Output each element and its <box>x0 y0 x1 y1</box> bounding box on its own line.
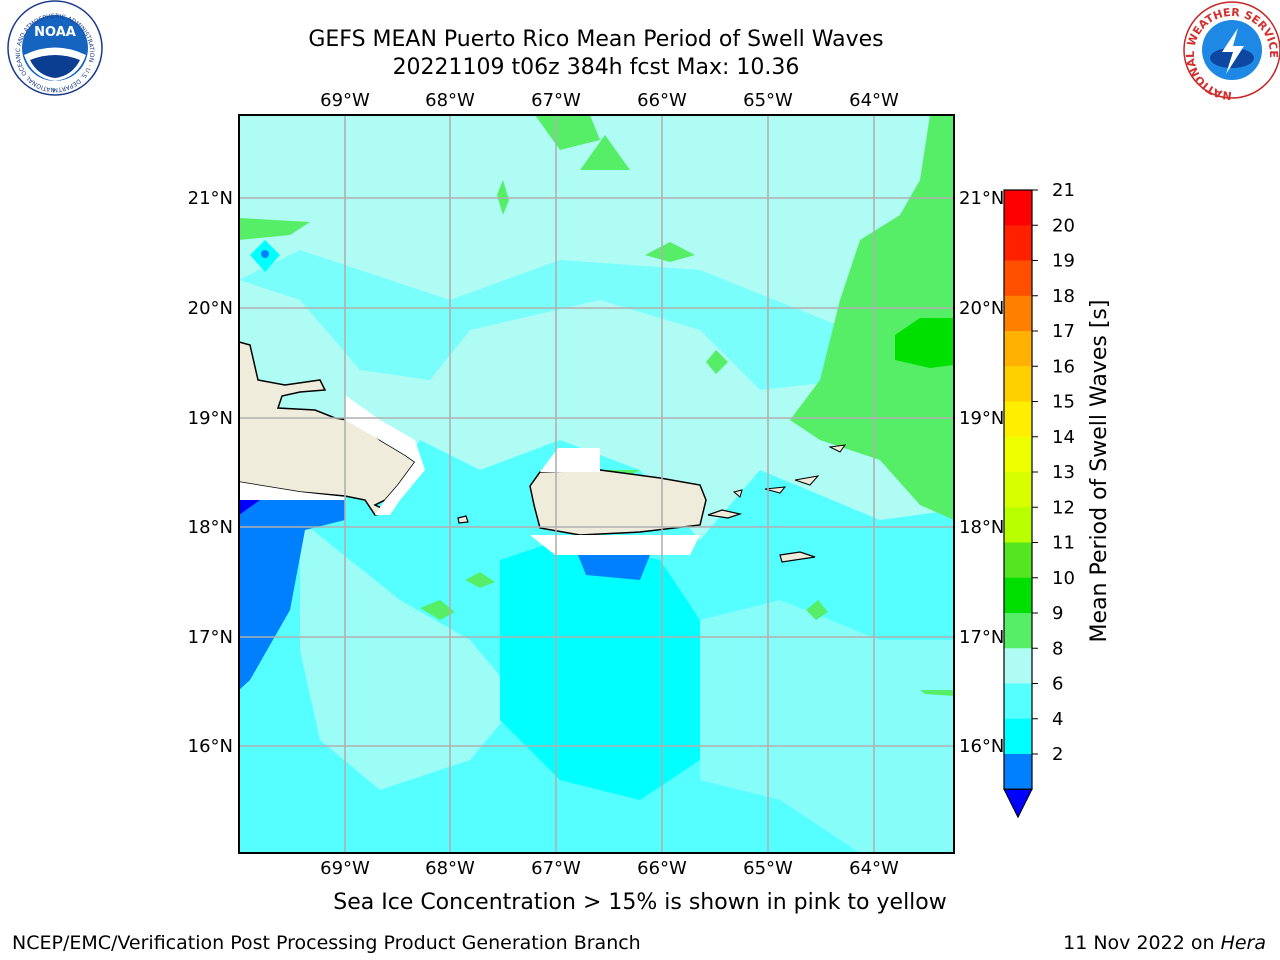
footer-date: 11 Nov 2022 on Hera <box>1063 932 1266 954</box>
colorbar-segment <box>1004 648 1032 684</box>
colorbar-under-arrow <box>1003 788 1033 819</box>
colorbar-label: 4 <box>1052 709 1063 730</box>
swell-under-west <box>239 500 260 515</box>
colorbar-label: 13 <box>1052 462 1075 483</box>
lon-tick: 65°W <box>743 90 793 111</box>
colorbar-segment <box>1004 331 1032 367</box>
lat-tick: 20°N <box>959 298 1004 319</box>
lon-ticks-top: 69°W 68°W 67°W 66°W 65°W 64°W <box>320 90 899 111</box>
colorbar-label: 21 <box>1052 180 1075 201</box>
lat-tick: 19°N <box>959 408 1004 429</box>
swell-8-9-patch-south <box>700 600 954 853</box>
colorbar-segment <box>1004 542 1032 579</box>
colorbar-label: 14 <box>1052 427 1075 448</box>
lon-ticks-bottom: 69°W 68°W 67°W 66°W 65°W 64°W <box>320 858 899 879</box>
swell-8-9-band <box>239 115 954 540</box>
lat-tick: 16°N <box>188 736 233 757</box>
colorbar-label: 15 <box>1052 392 1075 413</box>
swell-10-11-northeast <box>895 318 954 368</box>
lon-tick: 68°W <box>425 90 475 111</box>
colorbar-segment <box>1004 613 1032 649</box>
lon-tick: 66°W <box>637 90 687 111</box>
footer-date-text: 11 Nov 2022 on <box>1063 932 1215 954</box>
swell-8-9-patch <box>300 520 520 790</box>
colorbar-label: 18 <box>1052 286 1075 307</box>
lat-ticks-left: 21°N 20°N 19°N 18°N 17°N 16°N <box>188 188 233 757</box>
footer-credit: NCEP/EMC/Verification Post Processing Pr… <box>12 932 641 954</box>
swell-4-6-band <box>500 540 700 800</box>
colorbar-segment <box>1004 295 1032 332</box>
lon-tick: 69°W <box>320 858 370 879</box>
lat-tick: 20°N <box>188 298 233 319</box>
colorbar-segment <box>1004 507 1032 543</box>
map-subtitle: 20221109 t06z 384h fcst Max: 10.36 <box>392 55 800 80</box>
colorbar-title: Mean Period of Swell Waves [s] <box>1087 300 1112 643</box>
colorbar-label: 17 <box>1052 321 1075 342</box>
lat-tick: 19°N <box>188 408 233 429</box>
lat-tick: 18°N <box>959 517 1004 538</box>
swell-2-4-prsouth <box>578 555 650 580</box>
colorbar-label: 6 <box>1052 674 1063 695</box>
lat-ticks-right: 21°N 20°N 19°N 18°N 17°N 16°N <box>959 188 1004 757</box>
sea-ice-note: Sea Ice Concentration > 15% is shown in … <box>333 890 947 915</box>
map-gridlines <box>239 115 954 853</box>
colorbar-label: 8 <box>1052 638 1063 659</box>
lon-tick: 67°W <box>531 858 581 879</box>
colorbar-label: 12 <box>1052 497 1075 518</box>
colorbar-segment <box>1004 366 1032 402</box>
lon-tick: 65°W <box>743 858 793 879</box>
lon-tick: 66°W <box>637 858 687 879</box>
map-title: GEFS MEAN Puerto Rico Mean Period of Swe… <box>308 27 884 52</box>
lon-tick: 64°W <box>849 858 899 879</box>
colorbar-label: 2 <box>1052 744 1063 765</box>
swell-2-4-west <box>239 500 345 690</box>
colorbar-segment <box>1004 436 1032 473</box>
colorbar: 21 20 19 18 17 16 15 14 13 12 11 10 9 8 6 4 2 <box>1003 180 1075 819</box>
colorbar-frame <box>1003 189 1033 790</box>
colorbar-segment <box>1004 472 1032 508</box>
colorbar-segment <box>1004 401 1032 438</box>
lon-tick: 69°W <box>320 90 370 111</box>
noaa-logo-text: NOAA <box>34 25 76 40</box>
colorbar-label: 20 <box>1052 215 1075 236</box>
lat-tick: 17°N <box>959 627 1004 648</box>
colorbar-segment <box>1004 225 1032 261</box>
colorbar-label: 19 <box>1052 251 1075 272</box>
colorbar-label: 11 <box>1052 533 1075 554</box>
colorbar-segment <box>1004 190 1032 226</box>
lon-tick: 67°W <box>531 90 581 111</box>
colorbar-segment <box>1004 754 1032 790</box>
lat-tick: 16°N <box>959 736 1004 757</box>
lon-tick: 64°W <box>849 90 899 111</box>
nws-logo: NATIONAL WEATHER SERVICE <box>1183 1 1280 102</box>
colorbar-label: 16 <box>1052 356 1075 377</box>
colorbar-segment <box>1004 260 1032 297</box>
swell-6-8-patch <box>239 250 954 390</box>
swell-9-10-north <box>535 115 600 150</box>
noaa-logo: NOAA NATIONAL OCEANIC AND ATMOSPHERIC AD… <box>0 0 103 96</box>
colorbar-segment <box>1004 683 1032 720</box>
lon-tick: 68°W <box>425 858 475 879</box>
footer-machine: Hera <box>1220 932 1266 954</box>
lat-tick: 21°N <box>959 188 1004 209</box>
lat-tick: 21°N <box>188 188 233 209</box>
map-field <box>239 115 954 853</box>
lat-tick: 18°N <box>188 517 233 538</box>
colorbar-label: 10 <box>1052 568 1075 589</box>
lat-tick: 17°N <box>188 627 233 648</box>
colorbar-segment <box>1004 577 1032 614</box>
colorbar-label: 9 <box>1052 603 1063 624</box>
colorbar-segment <box>1004 718 1032 755</box>
map-frame <box>238 114 955 854</box>
